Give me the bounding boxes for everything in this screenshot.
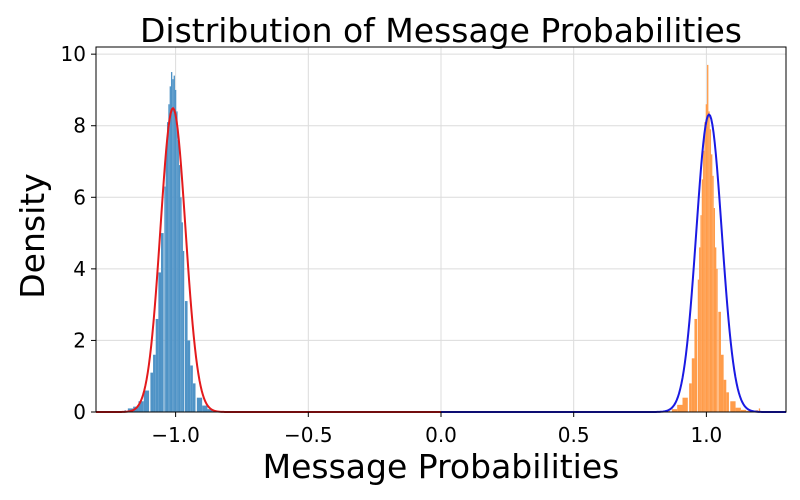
histogram-bar-1 [677, 404, 683, 412]
histogram-bar-0 [155, 318, 159, 412]
histogram-bar-0 [169, 86, 171, 413]
histogram-bar-0 [172, 79, 174, 413]
histogram-bar-0 [182, 250, 185, 412]
histogram-bar-1 [694, 318, 698, 412]
histogram-bar-1 [726, 392, 729, 412]
histogram-bar-0 [180, 197, 182, 412]
histogram-bar-0 [168, 104, 170, 412]
histogram-bar-1 [689, 383, 692, 412]
histogram-bar-1 [715, 247, 717, 412]
histogram-bar-0 [170, 72, 173, 413]
histogram-bar-0 [174, 89, 177, 413]
histogram-bar-0 [196, 397, 203, 412]
x-tick-label: −1.0 [151, 423, 200, 447]
histogram-bar-0 [153, 354, 156, 412]
histogram-bar-0 [173, 75, 175, 413]
density-curve-2 [96, 106, 441, 413]
histogram-bar-1 [700, 215, 702, 412]
histogram-bar-0 [187, 340, 191, 412]
y-tick-label: 6 [73, 185, 86, 209]
y-tick-label: 8 [73, 114, 86, 138]
histogram-bar-0 [143, 390, 150, 412]
x-axis-label: Message Probabilities [263, 447, 620, 486]
grid-lines [96, 47, 786, 413]
y-tick-label: 10 [61, 42, 86, 66]
y-tick-label: 4 [73, 257, 86, 281]
histogram-bar-1 [682, 397, 688, 412]
histogram-bar-1 [723, 379, 727, 412]
histogram-bar-1 [704, 122, 706, 412]
histogram-bar-0 [202, 405, 208, 412]
x-tick-label: 0.5 [558, 423, 590, 447]
histogram-bars [124, 64, 761, 413]
histogram-bar-0 [177, 140, 179, 412]
histogram-bar-0 [150, 372, 154, 412]
chart-title: Distribution of Message Probabilities [140, 11, 742, 50]
histogram-bar-0 [178, 165, 181, 412]
histogram-bar-1 [712, 175, 714, 412]
histogram-bar-1 [701, 179, 704, 412]
histogram-bar-0 [138, 401, 144, 412]
histogram-bar-0 [192, 383, 196, 412]
histogram-bar-0 [165, 147, 167, 412]
histogram-bar-0 [161, 233, 164, 412]
histogram-bar-0 [181, 222, 183, 412]
histogram-bar-0 [176, 111, 178, 412]
histogram-bar-1 [740, 409, 747, 412]
histogram-bar-1 [718, 311, 721, 412]
histogram-bar-1 [709, 129, 712, 412]
histogram-bar-0 [164, 186, 166, 412]
histogram-bar-1 [699, 247, 701, 412]
y-tick-label: 0 [73, 400, 86, 424]
histogram-bar-1 [716, 268, 718, 412]
histogram-bar-1 [735, 407, 741, 412]
histogram-bar-1 [707, 64, 709, 413]
histogram-bar-1 [691, 358, 695, 412]
axis-ticks: −1.0 −0.5 0.0 0.5 1.0 0 2 4 6 8 10 [61, 42, 723, 447]
histogram-bar-1 [711, 154, 713, 412]
x-tick-label: 0.0 [425, 423, 457, 447]
density-curve-3 [441, 113, 786, 413]
y-axis-label: Density [13, 173, 52, 298]
histogram-bar-1 [668, 410, 670, 412]
x-tick-label: 1.0 [690, 423, 722, 447]
histogram-bar-1 [705, 104, 708, 412]
histogram-bar-0 [190, 365, 193, 412]
histogram-bar-1 [697, 279, 700, 412]
histogram-bar-1 [713, 208, 716, 412]
histogram-bar-1 [746, 410, 752, 412]
histogram-bar-1 [730, 401, 736, 412]
histogram-bar-1 [671, 409, 678, 412]
histogram-bar-1 [758, 408, 761, 412]
histogram-bar-1 [703, 150, 705, 412]
histogram-bar-1 [720, 354, 724, 412]
x-tick-label: −0.5 [284, 423, 333, 447]
histogram-bar-0 [166, 122, 169, 412]
y-tick-label: 2 [73, 328, 86, 352]
histogram-bar-1 [708, 111, 710, 412]
histogram-bar-0 [207, 409, 213, 412]
histogram-bar-0 [184, 301, 188, 412]
histogram-bar-0 [158, 272, 162, 412]
